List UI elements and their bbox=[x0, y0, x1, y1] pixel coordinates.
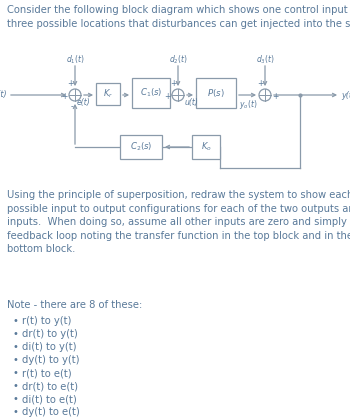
Text: +: + bbox=[164, 92, 171, 101]
Circle shape bbox=[69, 89, 81, 101]
Bar bbox=[132, 78, 170, 108]
Bar bbox=[96, 83, 120, 105]
Text: •: • bbox=[12, 355, 18, 365]
Text: e(t): e(t) bbox=[77, 98, 91, 107]
Text: -: - bbox=[70, 102, 73, 111]
Text: dy(t) to y(t): dy(t) to y(t) bbox=[22, 355, 79, 365]
Text: di(t) to e(t): di(t) to e(t) bbox=[22, 394, 77, 404]
Text: Note - there are 8 of these:: Note - there are 8 of these: bbox=[7, 300, 142, 310]
Text: Using the principle of superposition, redraw the system to show each of the
poss: Using the principle of superposition, re… bbox=[7, 190, 350, 254]
Text: Consider the following block diagram which shows one control input and
three pos: Consider the following block diagram whi… bbox=[7, 5, 350, 28]
Text: $K_o$: $K_o$ bbox=[201, 141, 211, 153]
Text: •: • bbox=[12, 316, 18, 326]
Text: $C_1(s)$: $C_1(s)$ bbox=[140, 87, 162, 99]
Text: $d_2(t)$: $d_2(t)$ bbox=[169, 54, 187, 67]
Bar bbox=[196, 78, 236, 108]
Text: •: • bbox=[12, 394, 18, 404]
Text: $C_2(s)$: $C_2(s)$ bbox=[130, 141, 152, 153]
Text: dr(t) to y(t): dr(t) to y(t) bbox=[22, 329, 78, 339]
Circle shape bbox=[172, 89, 184, 101]
Text: u(t): u(t) bbox=[185, 98, 199, 107]
Circle shape bbox=[259, 89, 271, 101]
Bar bbox=[120, 135, 162, 159]
Text: $P(s)$: $P(s)$ bbox=[207, 87, 225, 99]
Text: +: + bbox=[68, 79, 74, 88]
Text: $d_3(t)$: $d_3(t)$ bbox=[256, 54, 274, 67]
Text: di(t) to y(t): di(t) to y(t) bbox=[22, 342, 77, 352]
Text: $K_r$: $K_r$ bbox=[103, 88, 113, 100]
Text: +: + bbox=[258, 79, 264, 88]
Text: dr(t) to e(t): dr(t) to e(t) bbox=[22, 381, 78, 391]
Text: +: + bbox=[171, 79, 177, 88]
Text: +: + bbox=[272, 92, 278, 101]
Text: $y_o(t)$: $y_o(t)$ bbox=[239, 98, 258, 111]
Bar bbox=[192, 135, 220, 159]
Text: •: • bbox=[12, 407, 18, 417]
Text: •: • bbox=[12, 368, 18, 378]
Text: r(t) to y(t): r(t) to y(t) bbox=[22, 316, 71, 326]
Text: y(t): y(t) bbox=[341, 91, 350, 99]
Text: $d_1(t)$: $d_1(t)$ bbox=[65, 54, 84, 67]
Text: •: • bbox=[12, 381, 18, 391]
Text: •: • bbox=[12, 329, 18, 339]
Text: dy(t) to e(t): dy(t) to e(t) bbox=[22, 407, 80, 417]
Text: •: • bbox=[12, 342, 18, 352]
Text: r(t) to e(t): r(t) to e(t) bbox=[22, 368, 72, 378]
Text: +: + bbox=[62, 92, 68, 101]
Text: r(t): r(t) bbox=[0, 91, 7, 99]
